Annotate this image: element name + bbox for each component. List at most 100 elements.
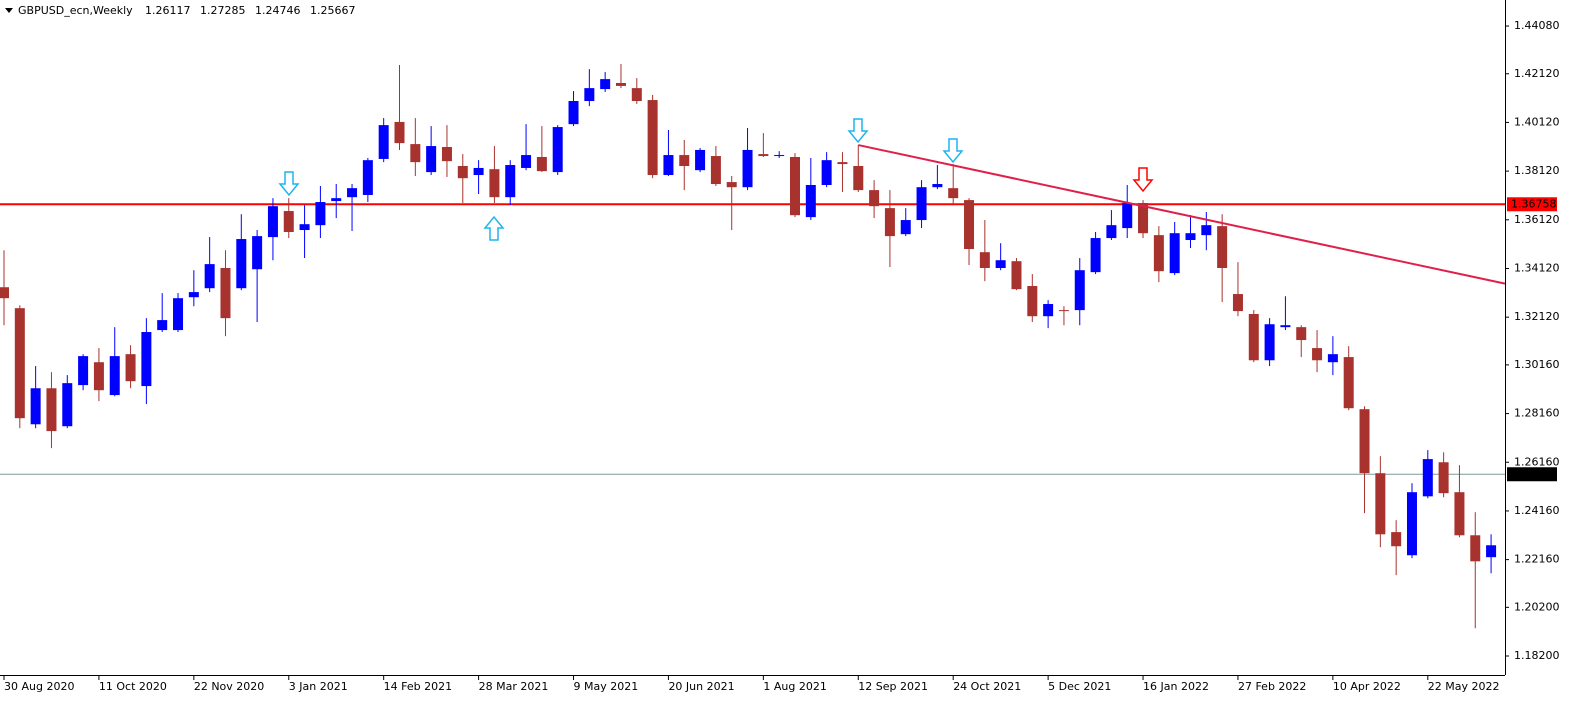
y-tick-label: 1.38120 [1514, 164, 1560, 177]
candle-body [1090, 238, 1101, 273]
candle-body [362, 160, 373, 195]
y-tick-label: 1.44080 [1514, 19, 1560, 32]
candle-body [695, 149, 706, 171]
candle-body [1011, 261, 1022, 290]
candle-body [1106, 225, 1117, 239]
x-tick-label: 9 May 2021 [574, 680, 639, 693]
y-tick-label: 1.28160 [1514, 407, 1560, 420]
candle-body [157, 320, 168, 331]
candle-body [1422, 459, 1433, 497]
up-arrow [483, 215, 505, 241]
candle-body [109, 356, 120, 396]
down-arrow [278, 171, 300, 197]
candle-body [441, 147, 452, 162]
header-low: 1.24746 [255, 4, 301, 17]
candle-body [1169, 233, 1180, 274]
candle-body [220, 268, 231, 319]
x-tick-label: 16 Jan 2022 [1143, 680, 1209, 693]
candle-body [900, 220, 911, 235]
x-tick-label: 28 Mar 2021 [479, 680, 549, 693]
candle-body [1391, 532, 1402, 547]
x-tick-label: 24 Oct 2021 [953, 680, 1021, 693]
candle-body [631, 88, 642, 102]
x-tick-label: 10 Apr 2022 [1333, 680, 1401, 693]
candle-body [742, 149, 753, 188]
candle-body [14, 308, 25, 419]
plot-area [0, 64, 1506, 629]
candle-body [267, 206, 278, 238]
trendline [858, 144, 1506, 285]
candle-body [252, 236, 263, 270]
candle-body [1185, 233, 1196, 241]
x-tick-label: 14 Feb 2021 [384, 680, 452, 693]
candle-body [0, 287, 9, 299]
candle-body [78, 356, 89, 386]
candle-body [1375, 473, 1386, 535]
y-tick-label: 1.32120 [1514, 310, 1560, 323]
x-tick-label: 30 Aug 2020 [4, 680, 74, 693]
candle-body [552, 127, 563, 173]
price-label: 1.36758 [1511, 197, 1557, 210]
candle-body [1027, 286, 1038, 317]
price-label-box [1507, 467, 1557, 482]
y-tick-label: 1.24160 [1514, 504, 1560, 517]
candle-body [1406, 492, 1417, 556]
candle-body [821, 160, 832, 185]
candle-body [1153, 235, 1164, 272]
x-tick-label: 12 Sep 2021 [858, 680, 928, 693]
candle-body [584, 88, 595, 102]
candle-body [932, 184, 943, 188]
candle-body [1454, 492, 1465, 536]
candle-body [378, 125, 389, 159]
candle-body [916, 187, 927, 221]
candle-body [236, 239, 247, 289]
candle-body [979, 252, 990, 269]
symbol: GBPUSD_ecn,Weekly [18, 4, 133, 17]
candle-body [663, 155, 674, 176]
candle-body [1138, 203, 1149, 234]
y-tick-label: 1.22160 [1514, 553, 1560, 566]
y-tick-label: 1.20200 [1514, 600, 1560, 613]
candle-body [505, 165, 516, 198]
candle-body [1043, 304, 1054, 317]
y-tick-label: 1.36120 [1514, 213, 1560, 226]
candle-body [710, 156, 721, 185]
candle-body [299, 224, 310, 231]
candle-body [141, 332, 152, 387]
candle-body [1486, 545, 1497, 558]
candle-body [1074, 270, 1085, 311]
candle-body [964, 200, 975, 250]
candle-body [647, 100, 658, 176]
candle-body [204, 264, 215, 289]
candle-body [869, 190, 880, 207]
candle-body [805, 184, 816, 218]
candle-body [1201, 225, 1212, 236]
price-label: 1.25667 [1511, 467, 1557, 480]
y-tick-label: 1.18200 [1514, 649, 1560, 662]
candle-body [1438, 462, 1449, 494]
candle-body [315, 202, 326, 226]
candle-body [394, 121, 405, 144]
candle-body [347, 188, 358, 198]
candle-body [283, 211, 294, 232]
candle-body [1122, 203, 1133, 229]
candle-body [1217, 226, 1228, 269]
candle-body [473, 167, 484, 176]
x-tick-label: 5 Dec 2021 [1048, 680, 1111, 693]
arrows [278, 118, 1154, 241]
y-tick-label: 1.34120 [1514, 261, 1560, 274]
candle-body [1232, 294, 1243, 312]
candle-body [1343, 357, 1354, 409]
candle-body [1058, 310, 1069, 312]
down-arrow [1132, 167, 1154, 193]
candle-body [1359, 409, 1370, 474]
x-tick-label: 27 Feb 2022 [1238, 680, 1306, 693]
header-icon[interactable] [5, 8, 13, 13]
candle-body [837, 162, 848, 165]
x-tick-label: 1 Aug 2021 [763, 680, 826, 693]
candle-body [46, 388, 57, 432]
candle-body [1264, 324, 1275, 361]
candle-body [1248, 314, 1259, 361]
